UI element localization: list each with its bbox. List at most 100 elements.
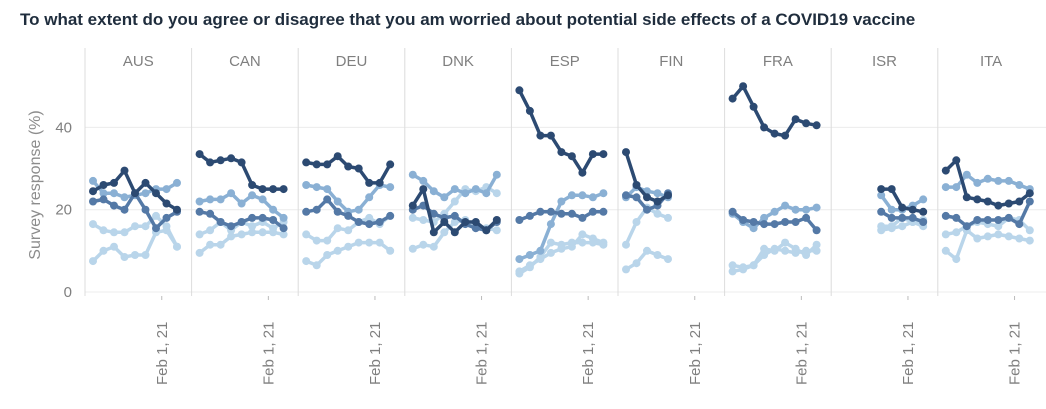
data-point — [408, 244, 417, 253]
data-point — [781, 238, 790, 247]
data-point — [622, 240, 630, 249]
data-point — [791, 205, 800, 214]
data-point — [588, 150, 597, 159]
data-point — [279, 230, 288, 239]
data-point — [919, 218, 928, 226]
data-point — [386, 246, 395, 255]
data-point — [812, 226, 821, 235]
data-point — [440, 228, 449, 237]
data-point — [323, 185, 332, 194]
data-point — [237, 199, 246, 208]
data-point — [546, 131, 555, 140]
data-point — [1015, 197, 1024, 206]
data-point — [536, 131, 545, 140]
data-point — [269, 185, 278, 194]
data-point — [302, 230, 311, 239]
data-point — [195, 230, 204, 239]
data-point — [440, 218, 449, 226]
data-point — [599, 150, 608, 159]
data-point — [588, 238, 597, 247]
data-point — [141, 222, 150, 231]
data-point — [386, 183, 395, 192]
data-point — [739, 216, 748, 224]
data-point — [941, 211, 950, 220]
data-point — [206, 240, 215, 249]
data-point — [567, 209, 576, 218]
data-point — [994, 230, 1003, 239]
data-point — [622, 265, 630, 274]
data-point — [312, 160, 321, 169]
data-point — [578, 168, 587, 177]
data-point — [173, 205, 181, 214]
panel-deu: DEU Feb 1, 21 — [297, 48, 395, 385]
data-point — [152, 224, 160, 233]
data-point — [802, 119, 811, 128]
data-point — [482, 226, 491, 235]
data-point — [643, 246, 651, 255]
panel-label: ITA — [980, 53, 1002, 70]
data-point — [195, 207, 204, 216]
data-point — [141, 251, 150, 259]
data-point — [333, 246, 342, 255]
data-point — [567, 152, 576, 161]
data-point — [664, 255, 672, 264]
data-point — [877, 207, 886, 216]
data-point — [344, 226, 353, 235]
data-point — [653, 209, 662, 218]
data-point — [578, 213, 587, 222]
x-tick-label: Feb 1, 21 — [900, 322, 917, 385]
panel-label: FRA — [763, 53, 793, 70]
data-point — [450, 228, 459, 237]
data-point — [781, 218, 790, 226]
data-point — [973, 195, 982, 204]
data-point — [461, 189, 470, 198]
data-point — [994, 222, 1003, 231]
x-tick-label: Feb 1, 21 — [793, 322, 810, 385]
data-point — [557, 197, 566, 206]
data-point — [237, 230, 246, 239]
data-point — [323, 251, 332, 259]
series-line — [517, 88, 606, 175]
data-point — [728, 94, 737, 103]
data-point — [588, 193, 597, 202]
data-point — [525, 263, 534, 272]
data-point — [919, 195, 928, 204]
data-point — [887, 213, 896, 222]
data-point — [248, 222, 257, 231]
data-point — [152, 211, 160, 220]
data-point — [206, 195, 215, 204]
data-point — [386, 211, 395, 220]
data-point — [258, 213, 267, 222]
data-point — [312, 183, 321, 192]
panel-label: ISR — [872, 53, 897, 70]
data-point — [908, 205, 917, 214]
data-point — [994, 216, 1003, 224]
data-point — [781, 201, 790, 210]
data-point — [440, 193, 449, 202]
data-point — [216, 156, 225, 165]
data-point — [643, 193, 651, 202]
data-point — [248, 213, 257, 222]
data-point — [248, 191, 257, 200]
data-point — [983, 232, 992, 241]
data-point — [557, 209, 566, 218]
x-tick-label: Feb 1, 21 — [687, 322, 704, 385]
data-point — [120, 253, 129, 261]
data-point — [632, 181, 641, 189]
data-point — [89, 176, 97, 185]
data-point — [89, 197, 97, 206]
data-point — [248, 228, 257, 237]
data-point — [471, 224, 480, 233]
data-point — [1004, 176, 1013, 185]
data-point — [99, 189, 108, 198]
data-point — [110, 178, 118, 187]
data-point — [386, 160, 395, 169]
data-point — [653, 197, 662, 206]
data-point — [567, 191, 576, 200]
data-point — [216, 240, 225, 249]
data-point — [354, 238, 363, 247]
data-point — [450, 211, 459, 220]
panel-ita: ITA Feb 1, 21 — [937, 48, 1034, 385]
data-point — [546, 238, 555, 247]
data-point — [162, 199, 171, 208]
